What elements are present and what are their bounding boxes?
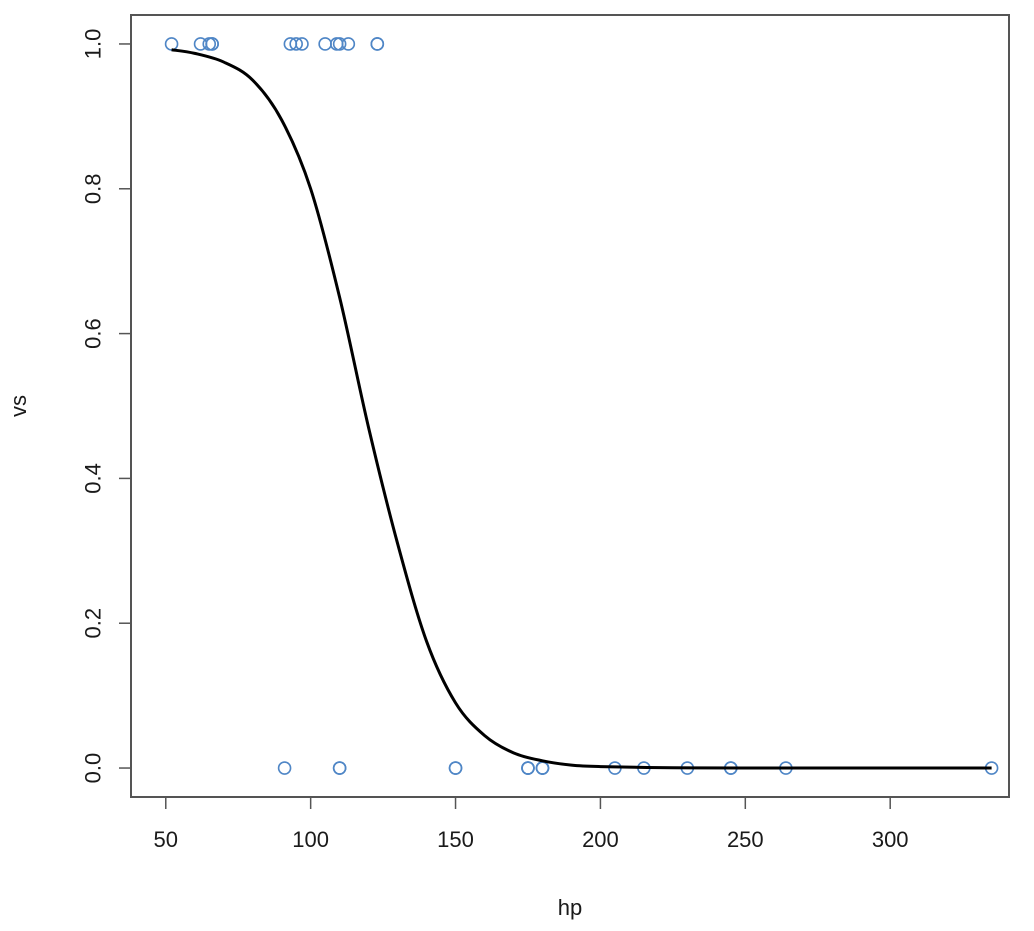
- data-point: [370, 37, 385, 51]
- data-point: [341, 37, 356, 51]
- y-tick-label: 0.6: [81, 318, 106, 349]
- data-point: [535, 761, 550, 775]
- data-point: [332, 37, 347, 51]
- data-point: [277, 761, 292, 775]
- data-point: [289, 37, 303, 51]
- data-point: [202, 37, 217, 51]
- x-axis-title: hp: [558, 895, 582, 920]
- x-tick-label: 100: [292, 827, 329, 852]
- y-tick-label: 0.8: [81, 173, 106, 204]
- y-tick-label: 1.0: [81, 29, 106, 60]
- data-point: [448, 761, 463, 775]
- scatter-points: [164, 37, 999, 775]
- y-tick-label: 0.4: [81, 463, 106, 494]
- data-point: [164, 37, 179, 51]
- data-point: [295, 37, 309, 51]
- fitted-curve: [171, 48, 992, 770]
- data-point: [521, 761, 535, 775]
- y-axis-title: vs: [6, 395, 31, 417]
- plot-frame: [130, 14, 1010, 798]
- x-tick-label: 50: [154, 827, 178, 852]
- data-point: [318, 37, 332, 51]
- x-tick-label: 250: [727, 827, 764, 852]
- x-tick-label: 200: [582, 827, 619, 852]
- data-point: [329, 37, 344, 51]
- data-point: [332, 761, 347, 775]
- x-tick-label: 300: [872, 827, 909, 852]
- data-point: [205, 37, 219, 51]
- y-axis: 0.0 0.2 0.4 0.6 0.8 1.0: [81, 29, 132, 784]
- x-tick-label: 150: [437, 827, 474, 852]
- x-axis: 50 100 150 200 250 300: [154, 796, 909, 852]
- y-tick-label: 0.0: [81, 753, 106, 784]
- y-tick-label: 0.2: [81, 608, 106, 639]
